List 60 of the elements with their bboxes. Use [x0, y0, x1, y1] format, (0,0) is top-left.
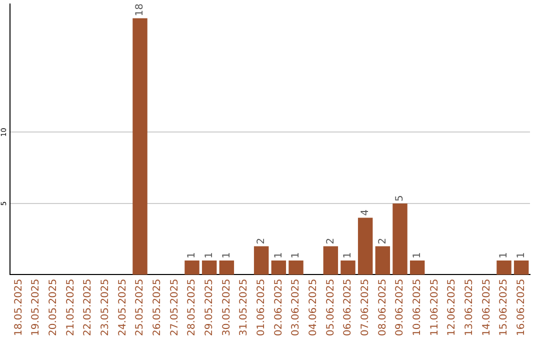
bar — [496, 260, 512, 275]
bar — [184, 260, 200, 275]
bar — [358, 218, 373, 275]
bar — [323, 246, 338, 275]
bar — [254, 246, 269, 275]
bar — [410, 260, 425, 275]
x-tick-label: 15.06.2025 — [498, 278, 510, 336]
data-label: 1 — [516, 252, 527, 258]
x-tick-label: 19.05.2025 — [30, 278, 42, 336]
bar — [392, 203, 408, 275]
x-tick-label: 22.05.2025 — [82, 278, 94, 336]
x-tick-label: 27.05.2025 — [169, 278, 180, 336]
x-tick-label: 24.05.2025 — [117, 278, 128, 336]
x-tick-label: 16.06.2025 — [516, 278, 527, 336]
x-tick-label: 08.06.2025 — [377, 278, 388, 336]
data-label: 1 — [221, 252, 232, 258]
data-label: 1 — [342, 252, 354, 258]
x-tick-label: 11.06.2025 — [429, 278, 440, 336]
data-label: 1 — [498, 252, 510, 258]
data-label: 2 — [325, 238, 336, 244]
data-label: 1 — [273, 252, 284, 258]
data-label: 4 — [360, 209, 371, 216]
x-tick-label: 25.05.2025 — [134, 278, 146, 336]
data-label: 5 — [394, 195, 406, 202]
x-tick-label: 01.06.2025 — [256, 278, 267, 336]
data-label: 2 — [256, 238, 267, 244]
x-tick-label: 10.06.2025 — [412, 278, 423, 336]
x-tick-label: 05.06.2025 — [325, 278, 336, 336]
bar — [340, 260, 356, 275]
x-tick-label: 02.06.2025 — [273, 278, 284, 336]
data-label: 1 — [186, 252, 198, 258]
data-label: 1 — [412, 252, 423, 258]
x-tick-label: 18.05.2025 — [13, 278, 24, 336]
x-tick-label: 03.06.2025 — [290, 278, 302, 336]
x-tick-label: 09.06.2025 — [394, 278, 406, 336]
x-tick-label: 12.06.2025 — [446, 278, 458, 336]
bar — [132, 18, 148, 275]
bar — [219, 260, 234, 275]
bar — [375, 246, 390, 275]
x-tick-label: 14.06.2025 — [481, 278, 492, 336]
x-tick-label: 26.05.2025 — [152, 278, 163, 336]
x-tick-label: 04.06.2025 — [308, 278, 319, 336]
x-tick-label: 30.05.2025 — [221, 278, 232, 336]
x-tick-label: 28.05.2025 — [186, 278, 198, 336]
x-tick-label: 29.05.2025 — [204, 278, 215, 336]
bar — [271, 260, 286, 275]
data-label: 1 — [290, 252, 302, 258]
x-tick-label: 07.06.2025 — [360, 278, 371, 336]
x-tick-label: 21.05.2025 — [65, 278, 76, 336]
bar — [288, 260, 304, 275]
x-tick-label: 20.05.2025 — [48, 278, 59, 336]
x-tick-label: 31.05.2025 — [238, 278, 250, 336]
data-label: 1 — [204, 252, 215, 258]
data-label: 2 — [377, 238, 388, 244]
x-tick-label: 13.06.2025 — [464, 278, 475, 336]
x-tick-label: 23.05.2025 — [100, 278, 111, 336]
bar — [202, 260, 217, 275]
data-label: 18 — [134, 4, 146, 16]
bar — [514, 260, 529, 275]
x-tick-label: 06.06.2025 — [342, 278, 354, 336]
